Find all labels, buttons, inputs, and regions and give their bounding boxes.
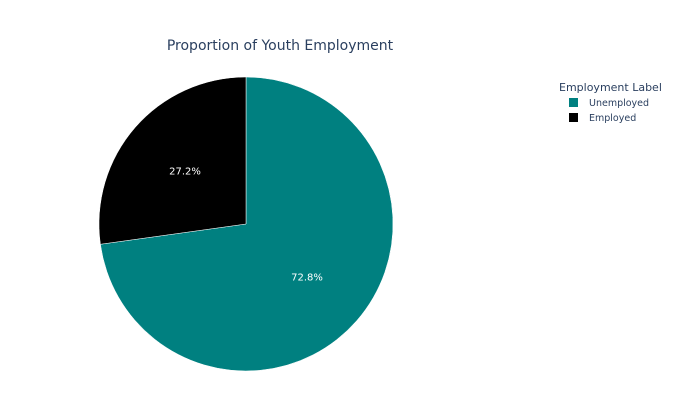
legend-items: Unemployed Employed — [569, 98, 649, 124]
pie-slice-unemployed[interactable] — [100, 76, 394, 372]
legend-label: Unemployed — [589, 98, 649, 109]
slice-label-unemployed: 72.8% — [291, 273, 323, 284]
pie-slice-labels: 72.8% 27.2% — [169, 166, 323, 283]
legend-swatch — [569, 113, 578, 122]
legend-swatch — [569, 98, 578, 107]
pie-slices — [98, 76, 394, 372]
pie-slice-employed[interactable] — [98, 76, 247, 245]
chart-title: Proportion of Youth Employment — [167, 38, 394, 54]
legend-item-employed[interactable]: Employed — [569, 113, 636, 124]
slice-label-employed: 27.2% — [169, 166, 201, 177]
legend-label: Employed — [589, 113, 636, 124]
legend: Employment Label Unemployed Employed — [559, 81, 662, 124]
legend-title: Employment Label — [559, 81, 662, 94]
legend-item-unemployed[interactable]: Unemployed — [569, 98, 649, 109]
